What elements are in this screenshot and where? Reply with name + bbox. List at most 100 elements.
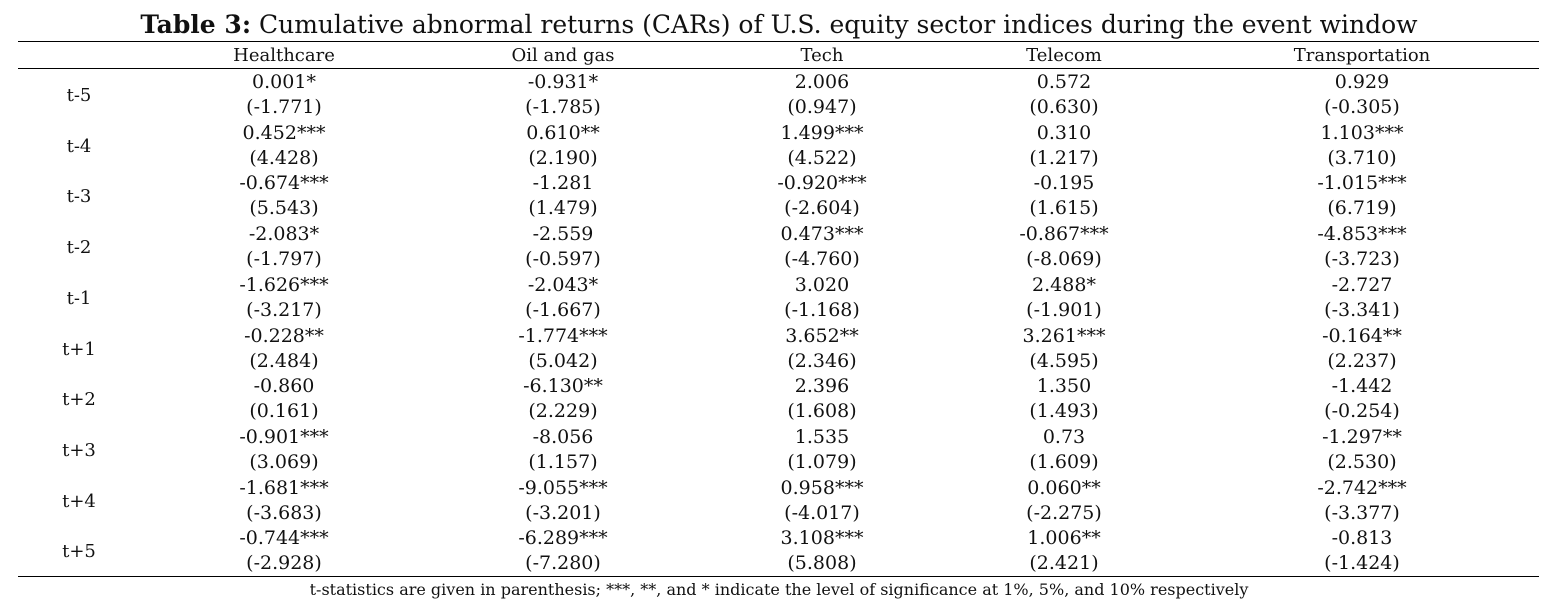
t-statistic-cell: (2.237)	[1327, 349, 1397, 372]
t-statistic-cell: (-3.683)	[246, 501, 322, 524]
coefficient-cell: -2.043*	[527, 273, 599, 296]
coefficient-cell: 0.572	[1036, 71, 1092, 93]
t-statistic-cell: (2.421)	[1029, 552, 1099, 575]
header-rule	[18, 68, 1539, 69]
row-period-label: t-5	[66, 85, 92, 106]
coefficient-cell: 1.350	[1036, 375, 1092, 398]
column-header: Telecom	[1026, 45, 1102, 66]
t-statistic-cell: (-0.597)	[525, 248, 601, 271]
coefficient-cell: -0.813	[1331, 527, 1393, 550]
coefficient-cell: -1.297**	[1322, 425, 1402, 448]
coefficient-cell: 1.103***	[1320, 121, 1404, 144]
t-statistic-cell: (2.190)	[528, 146, 598, 169]
row-period-label: t+5	[62, 541, 96, 563]
coefficient-cell: -0.860	[253, 375, 315, 398]
t-statistic-cell: (1.608)	[787, 400, 857, 423]
t-statistic-cell: (-3.377)	[1324, 501, 1400, 524]
t-statistic-cell: (-1.667)	[525, 298, 601, 321]
t-statistic-cell: (2.346)	[787, 349, 857, 372]
t-statistic-cell: (-3.723)	[1324, 248, 1400, 271]
t-statistic-cell: (-7.280)	[525, 552, 601, 575]
coefficient-cell: 2.396	[794, 375, 850, 398]
coefficient-cell: -8.056	[532, 425, 594, 448]
coefficient-cell: -0.920***	[777, 172, 867, 195]
row-period-label: t+4	[62, 490, 96, 512]
t-statistic-cell: (0.161)	[249, 400, 319, 423]
coefficient-cell: -6.130**	[523, 375, 603, 398]
t-statistic-cell: (-8.069)	[1026, 248, 1102, 271]
t-statistic-cell: (-0.305)	[1324, 96, 1400, 118]
table-note: t-statistics are given in parenthesis; *…	[309, 580, 1249, 599]
bottom-rule	[18, 576, 1539, 577]
coefficient-cell: -1.442	[1331, 375, 1393, 398]
table-title-label: Table 3:	[140, 10, 252, 39]
column-header: Healthcare	[233, 45, 335, 66]
t-statistic-cell: (3.069)	[249, 450, 319, 473]
t-statistic-cell: (-1.785)	[525, 96, 601, 118]
coefficient-cell: -1.774***	[518, 324, 608, 347]
t-statistic-cell: (2.530)	[1327, 450, 1397, 473]
coefficient-cell: 3.652**	[785, 324, 859, 347]
coefficient-cell: 0.73	[1042, 425, 1086, 448]
coefficient-cell: -1.015***	[1317, 172, 1407, 195]
coefficient-cell: 3.261***	[1022, 324, 1106, 347]
coefficient-cell: 0.958***	[780, 476, 864, 499]
t-statistic-cell: (-1.771)	[246, 96, 322, 118]
t-statistic-cell: (1.609)	[1029, 450, 1099, 473]
coefficient-cell: -0.744***	[239, 527, 329, 550]
coefficient-cell: 1.006**	[1027, 527, 1101, 550]
coefficient-cell: 0.452***	[242, 121, 326, 144]
coefficient-cell: -1.681***	[239, 476, 329, 499]
coefficient-cell: -2.083*	[248, 223, 320, 246]
top-rule	[18, 41, 1539, 42]
t-statistic-cell: (-1.901)	[1026, 298, 1102, 321]
coefficient-cell: -6.289***	[518, 527, 608, 550]
t-statistic-cell: (-2.275)	[1026, 501, 1102, 524]
coefficient-cell: 0.001*	[252, 71, 316, 93]
coefficient-cell: -1.626***	[239, 273, 329, 296]
coefficient-cell: -0.867***	[1019, 223, 1109, 246]
t-statistic-cell: (-3.201)	[525, 501, 601, 524]
t-statistic-cell: (-1.168)	[784, 298, 860, 321]
column-header: Tech	[800, 45, 844, 66]
coefficient-cell: -1.281	[532, 172, 594, 195]
t-statistic-cell: (1.615)	[1029, 197, 1099, 220]
t-statistic-cell: (5.808)	[787, 552, 857, 575]
coefficient-cell: 0.610**	[526, 121, 600, 144]
row-period-label: t+3	[62, 439, 96, 461]
coefficient-cell: 0.310	[1036, 121, 1092, 144]
t-statistic-cell: (2.229)	[528, 400, 598, 423]
coefficient-cell: 3.020	[794, 273, 850, 296]
coefficient-cell: 2.006	[794, 71, 850, 93]
t-statistic-cell: (4.428)	[249, 146, 319, 169]
coefficient-cell: 0.060**	[1027, 476, 1101, 499]
t-statistic-cell: (4.522)	[787, 146, 857, 169]
coefficient-cell: 1.535	[794, 425, 850, 448]
t-statistic-cell: (1.217)	[1029, 146, 1099, 169]
coefficient-cell: -2.742***	[1317, 476, 1407, 499]
t-statistic-cell: (-4.760)	[784, 248, 860, 271]
coefficient-cell: 0.473***	[780, 223, 864, 246]
t-statistic-cell: (4.595)	[1029, 349, 1099, 372]
row-period-label: t-1	[66, 287, 92, 309]
coefficient-cell: 0.929	[1334, 71, 1390, 93]
coefficient-cell: -9.055***	[518, 476, 608, 499]
coefficient-cell: -2.727	[1331, 273, 1393, 296]
t-statistic-cell: (1.157)	[528, 450, 598, 473]
coefficient-cell: 3.108***	[780, 527, 864, 550]
row-period-label: t-3	[66, 186, 92, 208]
coefficient-cell: -0.164**	[1322, 324, 1402, 347]
row-period-label: t-4	[66, 135, 92, 157]
t-statistic-cell: (-2.604)	[784, 197, 860, 220]
coefficient-cell: -0.228**	[244, 324, 324, 347]
coefficient-cell: -0.195	[1033, 172, 1095, 195]
table-title-text: Cumulative abnormal returns (CARs) of U.…	[251, 10, 1418, 39]
row-period-label: t+1	[62, 338, 96, 360]
table-title: Table 3: Cumulative abnormal returns (CA…	[0, 8, 1558, 42]
t-statistic-cell: (5.042)	[528, 349, 598, 372]
t-statistic-cell: (1.493)	[1029, 400, 1099, 423]
t-statistic-cell: (6.719)	[1327, 197, 1397, 220]
coefficient-cell: -2.559	[532, 223, 594, 246]
t-statistic-cell: (-2.928)	[246, 552, 322, 575]
coefficient-cell: -4.853***	[1317, 223, 1407, 246]
